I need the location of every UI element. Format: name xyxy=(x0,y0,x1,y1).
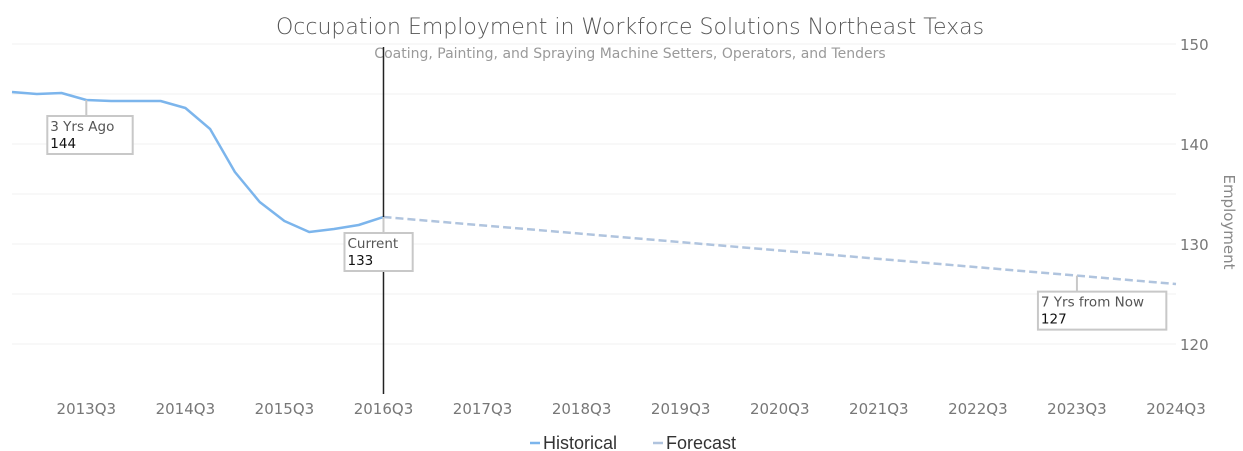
annotation-box xyxy=(343,232,414,272)
annotation-label: 3 Yrs Ago xyxy=(50,119,114,135)
annotation-value: 127 xyxy=(1041,312,1067,328)
x-axis-ticks: 2013Q3 2014Q3 2015Q3 2016Q3 2017Q3 2018Q3 2019… xyxy=(57,400,1206,418)
annotation-label: Current xyxy=(347,236,398,252)
x-tick-label: 2014Q3 xyxy=(156,400,216,418)
y-axis-ticks: 120 130 140 150 xyxy=(1180,36,1209,354)
x-tick-label: 2016Q3 xyxy=(354,400,414,418)
annotation-box xyxy=(1036,290,1168,331)
annotation-label: 7 Yrs from Now xyxy=(1041,295,1144,311)
x-tick-label: 2021Q3 xyxy=(849,400,909,418)
series-historical xyxy=(11,90,384,234)
x-tick-label: 2017Q3 xyxy=(453,400,513,418)
y-tick-label: 150 xyxy=(1180,36,1209,54)
x-tick-label: 2024Q3 xyxy=(1146,400,1206,418)
legend-label: Historical xyxy=(543,433,617,451)
grid-lines xyxy=(12,43,1176,345)
y-tick-label: 120 xyxy=(1180,336,1209,354)
x-tick-label: 2022Q3 xyxy=(948,400,1008,418)
legend-item-forecast[interactable]: Forecast xyxy=(653,433,736,451)
legend[interactable]: Historical Forecast xyxy=(530,433,736,451)
chart-subtitle: Coating, Painting, and Spraying Machine … xyxy=(374,46,885,62)
series-lines xyxy=(11,90,1177,286)
series-forecast xyxy=(383,215,1177,286)
annotation-value: 133 xyxy=(347,253,373,269)
annotation-value: 144 xyxy=(50,136,76,152)
x-tick-label: 2018Q3 xyxy=(552,400,612,418)
legend-label: Forecast xyxy=(666,433,736,451)
x-tick-label: 2019Q3 xyxy=(651,400,711,418)
chart-title: Occupation Employment in Workforce Solut… xyxy=(276,15,984,40)
x-tick-label: 2020Q3 xyxy=(750,400,810,418)
legend-item-historical[interactable]: Historical xyxy=(530,433,617,451)
x-tick-label: 2023Q3 xyxy=(1047,400,1107,418)
y-axis-label: Employment xyxy=(1220,174,1238,269)
annotation-box xyxy=(46,115,134,155)
x-tick-label: 2015Q3 xyxy=(255,400,315,418)
x-tick-label: 2013Q3 xyxy=(57,400,117,418)
y-tick-label: 140 xyxy=(1180,136,1209,154)
y-tick-label: 130 xyxy=(1180,236,1209,254)
